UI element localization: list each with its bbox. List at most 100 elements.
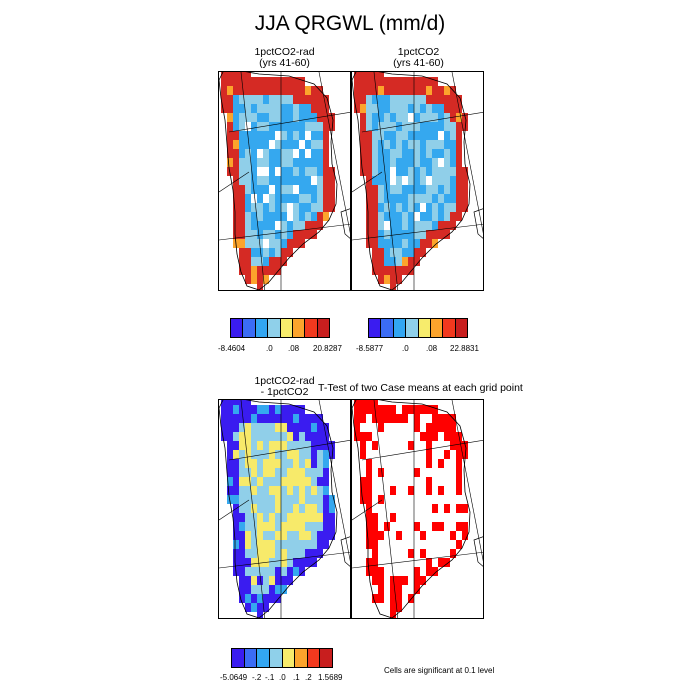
grid-cell [233,414,239,423]
grid-cell [438,176,444,185]
grid-cell [233,558,239,567]
grid-cell [239,158,245,167]
grid-cell [420,549,426,558]
grid-cell [281,423,287,432]
grid-cell [287,450,293,459]
grid-cell [354,95,360,104]
grid-cell [287,140,293,149]
grid-cell [408,77,414,86]
grid-cell [360,400,366,405]
grid-cell [456,194,462,203]
grid-cell [245,77,251,86]
meridian-line [373,400,399,618]
grid-cell [444,230,450,239]
grid-cell [462,504,468,513]
colorbar-3 [231,648,333,668]
grid-cell [251,432,257,441]
grid-cell [372,95,378,104]
grid-cell [390,113,396,122]
grid-cell [438,122,444,131]
grid-cell [227,423,233,432]
grid-cell [257,131,263,140]
latitude-line [361,112,483,133]
grid-cell [227,140,233,149]
grid-cell [287,149,293,158]
grid-cell [287,540,293,549]
colorbar-3-swatch [232,649,245,667]
grid-cell [269,423,275,432]
grid-cell [408,140,414,149]
grid-cell [366,203,372,212]
grid-cell [275,77,281,86]
grid-cell [251,558,257,567]
grid-cell [245,72,251,77]
grid-cell [456,212,462,221]
grid-cell [390,414,396,423]
grid-cell [323,95,329,104]
grid-cell [299,504,305,513]
grid-cell [281,212,287,221]
grid-cell [269,86,275,95]
grid-cell [293,77,299,86]
grid-cell [299,405,305,414]
coastline [219,400,338,618]
grid-cell [372,122,378,131]
grid-cell [299,567,305,576]
map-panel-1pctco2-rad [218,71,351,291]
grid-cell [251,567,257,576]
grid-cell [384,257,390,266]
grid-cell [257,495,263,504]
grid-cell [444,504,450,513]
grid-cell [263,257,269,266]
grid-cell [269,594,275,603]
colorbar-2-swatch [381,319,394,337]
grid-cell [317,167,323,176]
grid-cell [402,414,408,423]
grid-cell [317,549,323,558]
grid-cell [420,86,426,95]
grid-cell [287,459,293,468]
grid-cell [311,176,317,185]
grid-cell [402,86,408,95]
grid-cell [390,131,396,140]
grid-cell [462,122,468,131]
grid-cell [257,504,263,513]
grid-cell [287,432,293,441]
grid-cell [287,185,293,194]
grid-cell [305,486,311,495]
colorbar-3-swatch [307,649,321,667]
grid-cell [221,405,227,414]
grid-cell [396,594,402,603]
grid-cell [366,230,372,239]
grid-cell [317,531,323,540]
grid-cell [384,167,390,176]
grid-cell [378,95,384,104]
grid-cell [402,95,408,104]
grid-cell [317,140,323,149]
grid-cell [378,275,384,284]
colorbar-3-label: .0 [279,673,286,682]
grid-cell [305,540,311,549]
grid-cell [293,230,299,239]
grid-cell [263,158,269,167]
grid-cell [239,176,245,185]
meridian-line [352,171,383,193]
grid-cell [372,266,378,275]
grid-cell [293,158,299,167]
grid-cell [396,531,402,540]
grid-cell [408,441,414,450]
grid-cell [293,450,299,459]
grid-cell [414,230,420,239]
grid-cell [269,540,275,549]
grid-cell [281,468,287,477]
grid-cell [281,77,287,86]
grid-cell [305,140,311,149]
grid-cell [305,513,311,522]
grid-cell [287,414,293,423]
grid-cell [384,176,390,185]
grid-cell [414,468,420,477]
grid-cell [287,468,293,477]
grid-cell [305,131,311,140]
grid-cell [275,504,281,513]
grid-cell [360,450,366,459]
